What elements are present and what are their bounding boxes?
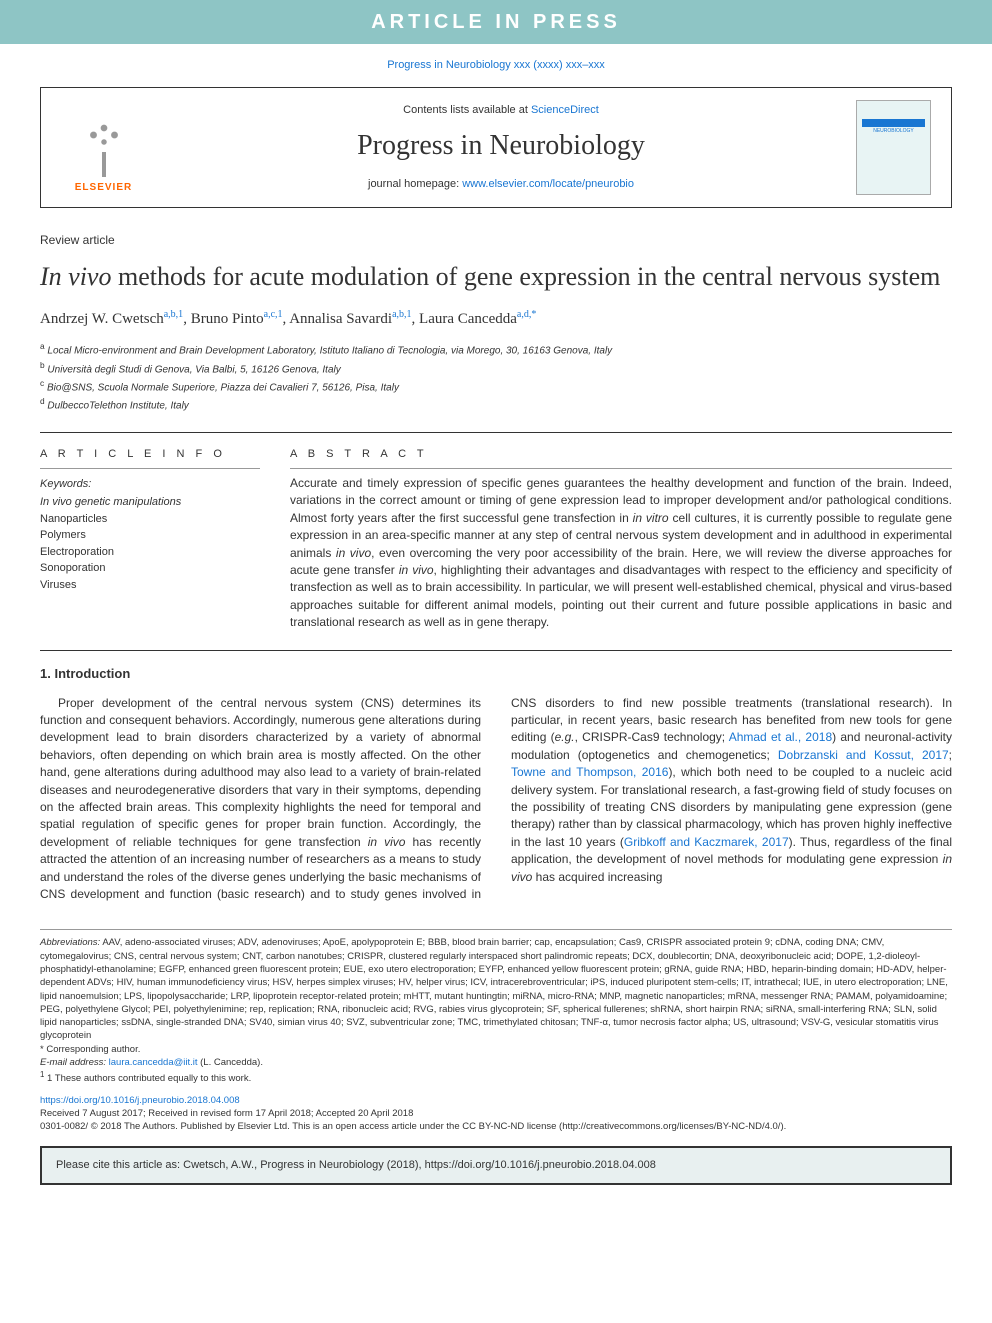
article-info-label: A R T I C L E I N F O (40, 447, 260, 462)
email-suffix: (L. Cancedda). (198, 1057, 263, 1068)
contents-available-line: Contents lists available at ScienceDirec… (146, 103, 856, 118)
keyword-item: Viruses (40, 577, 260, 594)
affiliation-line: b Università degli Studi di Genova, Via … (40, 359, 952, 377)
affiliation-line: a Local Micro-environment and Brain Deve… (40, 340, 952, 358)
email-line: E-mail address: laura.cancedda@iit.it (L… (40, 1056, 952, 1069)
article-title: In vivo methods for acute modulation of … (40, 259, 952, 294)
abbreviations-block: Abbreviations: AAV, adeno-associated vir… (40, 936, 952, 1042)
journal-cover-title: PROGRESS IN NEUROBIOLOGY (857, 121, 930, 135)
sciencedirect-link[interactable]: ScienceDirect (531, 104, 599, 116)
article-type: Review article (40, 232, 952, 249)
body-text-columns: Proper development of the central nervou… (40, 695, 952, 904)
abbrev-label: Abbreviations: (40, 937, 100, 948)
title-italic-part: In vivo (40, 262, 111, 291)
intro-heading: 1. Introduction (40, 665, 952, 683)
equal-contrib-text: 1 These authors contributed equally to t… (47, 1074, 251, 1085)
article-in-press-banner: ARTICLE IN PRESS (0, 0, 992, 44)
divider-rule (40, 432, 952, 433)
keyword-item: Electroporation (40, 544, 260, 561)
corresponding-author-note: * Corresponding author. (40, 1043, 952, 1056)
keywords-list: In vivo genetic manipulationsNanoparticl… (40, 494, 260, 593)
article-info-column: A R T I C L E I N F O Keywords: In vivo … (40, 447, 260, 632)
keyword-item: In vivo genetic manipulations (40, 494, 260, 511)
abstract-column: A B S T R A C T Accurate and timely expr… (290, 447, 952, 632)
title-rest: methods for acute modulation of gene exp… (111, 262, 940, 291)
divider-light (290, 468, 952, 469)
keyword-item: Sonoporation (40, 560, 260, 577)
header-center: Contents lists available at ScienceDirec… (146, 103, 856, 193)
journal-header-box: ELSEVIER Contents lists available at Sci… (40, 87, 952, 208)
divider-rule (40, 650, 952, 651)
abbrev-text: AAV, adeno-associated viruses; ADV, aden… (40, 937, 948, 1041)
authors-line: Andrzej W. Cwetscha,b,1, Bruno Pintoa,c,… (40, 308, 952, 330)
received-dates: Received 7 August 2017; Received in revi… (40, 1107, 952, 1120)
contents-prefix: Contents lists available at (403, 104, 531, 116)
journal-reference-line: Progress in Neurobiology xxx (xxxx) xxx–… (0, 44, 992, 87)
divider-light (40, 468, 260, 469)
divider-light (40, 929, 952, 930)
affiliation-line: c Bio@SNS, Scuola Normale Superiore, Pia… (40, 377, 952, 395)
affiliation-line: d DulbeccoTelethon Institute, Italy (40, 395, 952, 413)
abstract-text: Accurate and timely expression of specif… (290, 475, 952, 632)
please-cite-box: Please cite this article as: Cwetsch, A.… (40, 1146, 952, 1185)
homepage-prefix: journal homepage: (368, 178, 462, 190)
elsevier-logo-text: ELSEVIER (75, 181, 132, 195)
citation-link[interactable]: Towne and Thompson, 2016 (511, 765, 668, 779)
journal-homepage-link[interactable]: www.elsevier.com/locate/pneurobio (462, 178, 634, 190)
keyword-item: Polymers (40, 527, 260, 544)
citation-link[interactable]: Gribkoff and Kaczmarek, 2017 (624, 835, 789, 849)
corresponding-email-link[interactable]: laura.cancedda@iit.it (109, 1057, 198, 1068)
abstract-label: A B S T R A C T (290, 447, 952, 462)
doi-link[interactable]: https://doi.org/10.1016/j.pneurobio.2018… (40, 1095, 240, 1106)
journal-cover-thumbnail[interactable]: PROGRESS IN NEUROBIOLOGY (856, 100, 931, 195)
citation-link[interactable]: Dobrzanski and Kossut, 2017 (778, 748, 949, 762)
elsevier-logo[interactable]: ELSEVIER (61, 100, 146, 195)
email-label: E-mail address: (40, 1057, 109, 1068)
citation-link[interactable]: Ahmad et al., 2018 (729, 730, 832, 744)
footer-section: Abbreviations: AAV, adeno-associated vir… (40, 929, 952, 1133)
keyword-item: Nanoparticles (40, 511, 260, 528)
homepage-line: journal homepage: www.elsevier.com/locat… (146, 177, 856, 192)
equal-contrib-note: 1 1 These authors contributed equally to… (40, 1069, 952, 1085)
journal-name: Progress in Neurobiology (146, 126, 856, 165)
keywords-label: Keywords: (40, 477, 260, 492)
elsevier-tree-icon (69, 107, 139, 177)
affiliations: a Local Micro-environment and Brain Deve… (40, 340, 952, 413)
copyright-line: 0301-0082/ © 2018 The Authors. Published… (40, 1120, 952, 1133)
